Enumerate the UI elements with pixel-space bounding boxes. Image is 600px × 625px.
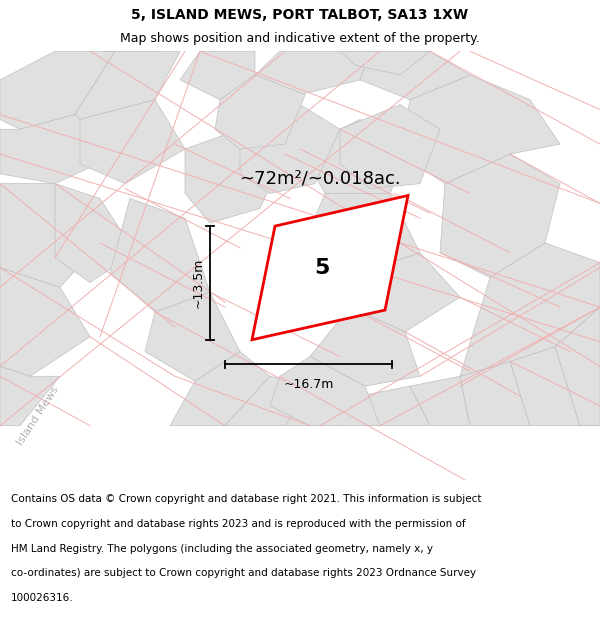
Polygon shape	[360, 51, 470, 99]
Polygon shape	[400, 75, 560, 184]
Text: Contains OS data © Crown copyright and database right 2021. This information is : Contains OS data © Crown copyright and d…	[11, 494, 481, 504]
Polygon shape	[440, 154, 560, 278]
Text: ~13.5m: ~13.5m	[191, 258, 205, 308]
Polygon shape	[285, 386, 360, 426]
Polygon shape	[340, 104, 440, 189]
Polygon shape	[255, 51, 370, 95]
Text: Island Mews: Island Mews	[15, 384, 61, 447]
Polygon shape	[555, 307, 600, 426]
Polygon shape	[225, 376, 310, 426]
Polygon shape	[180, 51, 255, 99]
Polygon shape	[215, 75, 305, 149]
Polygon shape	[300, 119, 410, 194]
Text: ~16.7m: ~16.7m	[283, 378, 334, 391]
Polygon shape	[80, 99, 185, 184]
Text: to Crown copyright and database rights 2023 and is reproduced with the permissio: to Crown copyright and database rights 2…	[11, 519, 466, 529]
Polygon shape	[145, 292, 240, 381]
Polygon shape	[75, 51, 180, 119]
Text: HM Land Registry. The polygons (including the associated geometry, namely x, y: HM Land Registry. The polygons (includin…	[11, 544, 433, 554]
Text: Map shows position and indicative extent of the property.: Map shows position and indicative extent…	[120, 32, 480, 45]
Text: 100026316.: 100026316.	[11, 593, 73, 603]
Polygon shape	[300, 194, 420, 272]
Text: co-ordinates) are subject to Crown copyright and database rights 2023 Ordnance S: co-ordinates) are subject to Crown copyr…	[11, 569, 476, 579]
Polygon shape	[110, 199, 210, 312]
Polygon shape	[310, 307, 420, 386]
Polygon shape	[410, 376, 470, 426]
Polygon shape	[252, 196, 408, 340]
Polygon shape	[170, 352, 270, 426]
Text: 5, ISLAND MEWS, PORT TALBOT, SA13 1XW: 5, ISLAND MEWS, PORT TALBOT, SA13 1XW	[131, 8, 469, 22]
Polygon shape	[460, 361, 530, 426]
Polygon shape	[340, 51, 430, 75]
Polygon shape	[460, 243, 600, 376]
Polygon shape	[55, 184, 135, 282]
Polygon shape	[0, 268, 90, 376]
Polygon shape	[0, 184, 100, 288]
Polygon shape	[510, 347, 600, 426]
Text: ~72m²/~0.018ac.: ~72m²/~0.018ac.	[239, 170, 401, 187]
Polygon shape	[340, 386, 430, 426]
Polygon shape	[350, 253, 460, 332]
Polygon shape	[0, 51, 115, 129]
Polygon shape	[0, 366, 60, 426]
Text: 5: 5	[314, 258, 329, 278]
Polygon shape	[0, 51, 160, 184]
Polygon shape	[270, 356, 380, 426]
Polygon shape	[240, 104, 340, 194]
Polygon shape	[185, 129, 285, 223]
